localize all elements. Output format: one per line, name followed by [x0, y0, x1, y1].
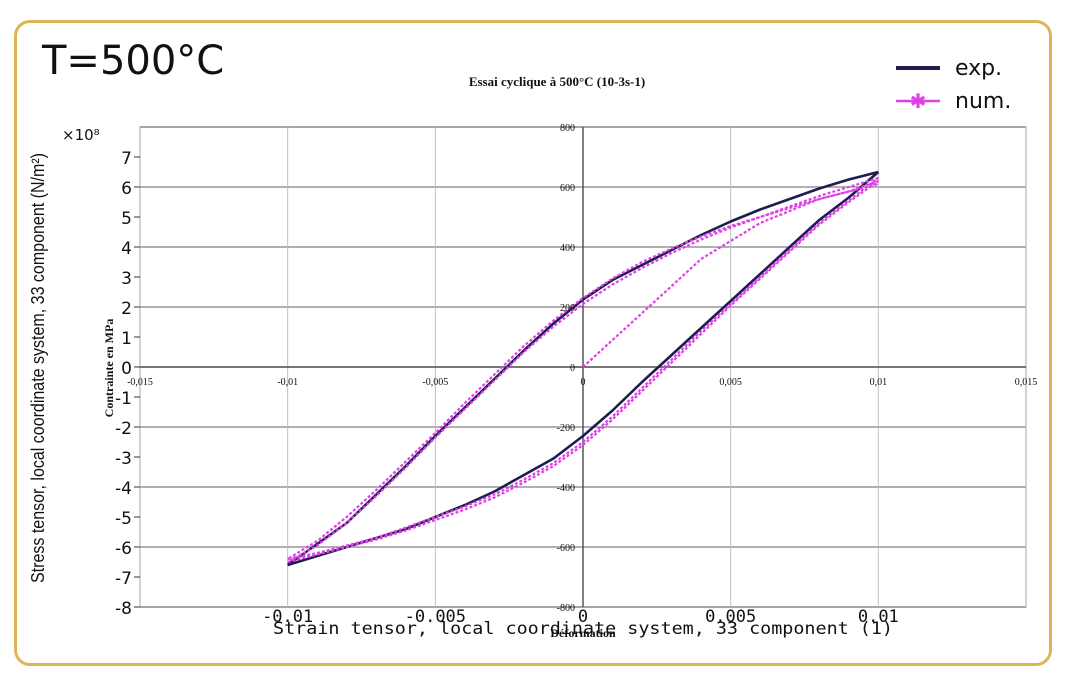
x-tick-label: 0 [578, 607, 588, 627]
num-series-line [582, 182, 879, 368]
y-tick-label: 0 [121, 359, 132, 379]
y-multiplier-label: ×10⁸ [62, 126, 100, 144]
x-tick-label: -0.01 [262, 607, 313, 627]
y-tick-label: -7 [115, 569, 132, 589]
inner-x-tick-label: 0,015 [1015, 377, 1038, 388]
inner-y-tick-label: 200 [560, 303, 575, 314]
inner-x-tick-label: 0 [581, 377, 586, 388]
y-tick-label: 4 [121, 239, 132, 259]
inner-x-tick-label: 0,005 [719, 377, 742, 388]
inner-y-tick-label: 400 [560, 243, 575, 254]
y-tick-label: -4 [115, 479, 132, 499]
inner-x-tick-label: 0,01 [870, 377, 888, 388]
num-series-line [287, 176, 879, 563]
y-tick-label: 6 [121, 179, 132, 199]
y-tick-label: -6 [115, 539, 132, 559]
legend-num-label: num. [955, 89, 1011, 114]
legend-num-marker: ✱ [910, 89, 927, 113]
inner-y-tick-label: -200 [557, 423, 575, 434]
inner-x-tick-label: -0,01 [277, 377, 298, 388]
inner-y-tick-label: -400 [557, 483, 575, 494]
series-layer [286, 170, 880, 567]
inner-y-tick-label: 800 [560, 123, 575, 134]
inner-y-tick-label: 600 [560, 183, 575, 194]
y-tick-label: -1 [115, 389, 132, 409]
inner-y-tick-label: -600 [557, 543, 575, 554]
y-tick-label: 5 [121, 209, 132, 229]
inner-x-axis-label: Déformation [550, 626, 616, 640]
panel-label: T=500°C [42, 38, 225, 84]
y-tick-label: -3 [115, 449, 132, 469]
x-tick-label: -0.005 [405, 607, 466, 627]
inner-x-tick-label: -0,015 [127, 377, 153, 388]
num-series-line [287, 179, 879, 560]
y-tick-label: -5 [115, 509, 132, 529]
x-tick-label: 0.005 [705, 607, 756, 627]
inner-x-tick-label: -0,005 [422, 377, 448, 388]
legend-exp-label: exp. [955, 56, 1002, 81]
inner-y-tick-label: -800 [557, 603, 575, 614]
chart-title: Essai cyclique à 500°C (10-3s-1) [468, 74, 646, 89]
y-tick-label: 3 [121, 269, 132, 289]
y-tick-label: 2 [121, 299, 132, 319]
x-tick-label: 0.01 [858, 607, 899, 627]
y-axis-label: Stress tensor, local coordinate system, … [28, 153, 48, 583]
legend: exp. ✱ num. [896, 56, 1011, 114]
inner-y-tick-label: 0 [570, 363, 575, 374]
y-tick-label: -2 [115, 419, 132, 439]
num-series-line [287, 180, 879, 564]
inner-y-axis-label: Contrainte en MPa [102, 319, 116, 418]
num-series-line [287, 177, 879, 561]
x-axis-label: Strain tensor, local coordinate system, … [273, 619, 893, 639]
y-tick-label: -8 [115, 599, 132, 619]
axes: -8 -7 -6 -5 -4 -3 -2 -1 0 1 2 3 4 5 6 7 ×10⁸ -0.01 -0.005 0… [28, 123, 1037, 640]
y-tick-label: 7 [121, 149, 132, 169]
y-tick-label: 1 [121, 329, 132, 349]
